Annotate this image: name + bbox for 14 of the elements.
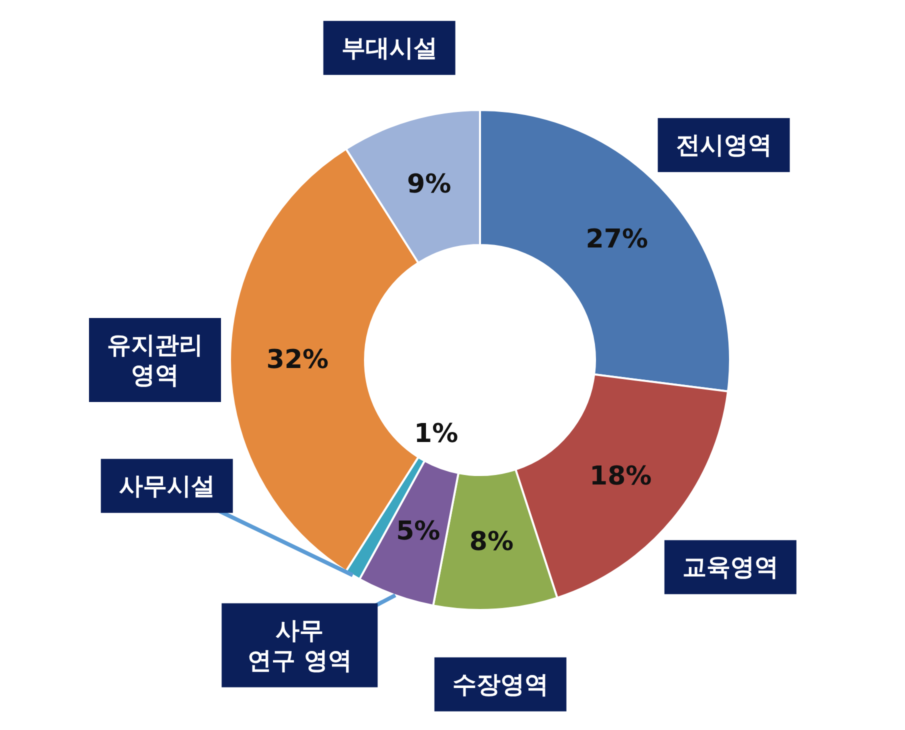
data-label: 8% (469, 527, 514, 558)
data-label: 9% (407, 170, 452, 200)
data-label: 1% (414, 419, 458, 450)
slice-label: 부대시설 (341, 34, 438, 62)
slice-label: 사무 연구 영역 (247, 616, 352, 674)
slice-label: 사무시설 (118, 472, 215, 500)
data-label: 27% (586, 224, 648, 254)
data-label: 18% (590, 461, 652, 492)
data-label: 32% (266, 345, 329, 375)
slice-label: 유지관리 영역 (107, 331, 203, 389)
slice-label: 교육영역 (682, 553, 778, 582)
slice-label: 수장영역 (452, 670, 548, 698)
data-label: 5% (396, 516, 440, 547)
slice-label: 전시영역 (676, 131, 772, 160)
